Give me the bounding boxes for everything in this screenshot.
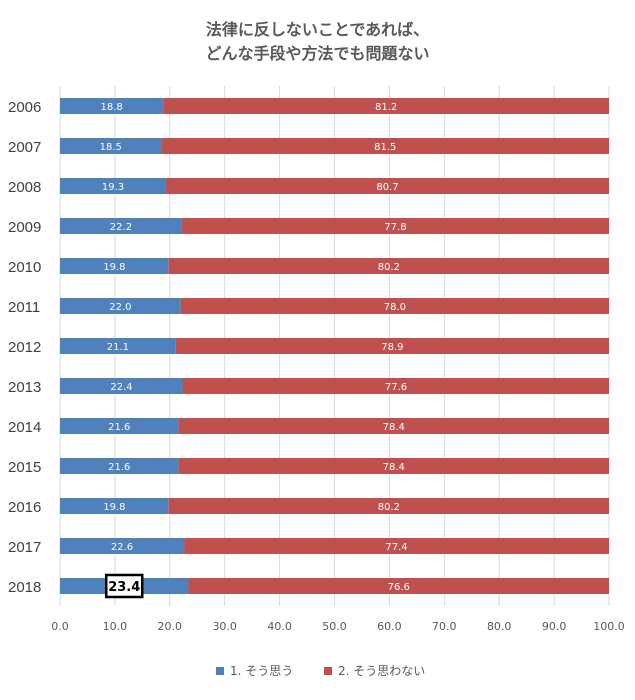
data-label-2014-series-0: 21.6 — [108, 422, 130, 433]
legend-item-yes: 1. そう思う — [216, 662, 293, 679]
category-label-2016: 2016 — [8, 499, 41, 516]
data-label-2012-series-0: 21.1 — [107, 342, 129, 353]
data-label-2015-series-0: 21.6 — [108, 462, 130, 473]
data-label-2006-series-1: 81.2 — [375, 102, 397, 113]
category-label-2007: 2007 — [8, 139, 41, 156]
x-tick-label-6: 60.0 — [377, 620, 402, 633]
data-label-2013-series-1: 77.6 — [385, 382, 407, 393]
chart-title: 法律に反しないことであれば、 どんな手段や方法でも問題ない — [0, 18, 635, 66]
data-label-2013-series-0: 22.4 — [110, 382, 132, 393]
bar-2018-series-1 — [188, 578, 609, 594]
data-label-2015-series-1: 78.4 — [383, 462, 405, 473]
x-tick-label-1: 10.0 — [103, 620, 128, 633]
x-tick-label-8: 80.0 — [487, 620, 512, 633]
category-label-2008: 2008 — [8, 179, 41, 196]
x-tick-label-0: 0.0 — [51, 620, 69, 633]
legend-label-yes: 1. そう思う — [230, 664, 294, 678]
legend-item-no: 2. そう思わない — [324, 662, 425, 679]
data-label-2018-series-1: 76.6 — [388, 582, 410, 593]
bar-2013-series-0 — [60, 378, 183, 394]
category-label-2012: 2012 — [8, 339, 41, 356]
bar-2012-series-1 — [175, 338, 610, 354]
category-label-2011: 2011 — [8, 299, 40, 316]
bar-2011-series-1 — [180, 298, 609, 314]
data-label-2006-series-0: 18.8 — [100, 102, 122, 113]
bar-2014-series-0 — [60, 418, 179, 434]
bar-2010-series-1 — [168, 258, 609, 274]
bar-2013-series-1 — [182, 378, 609, 394]
chart-title-line-2: どんな手段や方法でも問題ない — [205, 44, 430, 63]
bar-2006-series-1 — [163, 98, 609, 114]
data-label-2007-series-1: 81.5 — [374, 142, 396, 153]
bar-2015-series-1 — [178, 458, 610, 474]
category-label-2013: 2013 — [8, 379, 41, 396]
category-label-2015: 2015 — [8, 459, 41, 476]
data-label-2011-series-1: 78.0 — [384, 302, 406, 313]
x-tick-label-2: 20.0 — [158, 620, 183, 633]
chart-title-line-1: 法律に反しないことであれば、 — [205, 20, 430, 39]
x-tick-label-4: 40.0 — [267, 620, 292, 633]
bar-2007-series-0 — [60, 138, 162, 154]
category-label-2018: 2018 — [8, 579, 41, 596]
legend: 1. そう思う 2. そう思わない — [0, 662, 635, 682]
bar-2008-series-0 — [60, 178, 166, 194]
data-label-2016-series-1: 80.2 — [378, 502, 400, 513]
bar-2016-series-0 — [60, 498, 169, 514]
data-label-2010-series-1: 80.2 — [378, 262, 400, 273]
data-label-2012-series-1: 78.9 — [381, 342, 403, 353]
bar-2007-series-1 — [161, 138, 609, 154]
data-label-2009-series-1: 77.8 — [384, 222, 406, 233]
x-tick-label-5: 50.0 — [322, 620, 347, 633]
data-label-highlight-box-2018 — [104, 573, 144, 599]
data-label-2007-series-0: 18.5 — [100, 142, 122, 153]
legend-label-no: 2. そう思わない — [338, 664, 426, 678]
data-label-2017-series-1: 77.4 — [385, 542, 407, 553]
bar-2010-series-0 — [60, 258, 169, 274]
data-label-2016-series-0: 19.8 — [103, 502, 125, 513]
category-label-2009: 2009 — [8, 219, 41, 236]
data-label-2018-series-0: 23.4 — [108, 580, 140, 595]
data-label-2010-series-0: 19.8 — [103, 262, 125, 273]
data-label-2014-series-1: 78.4 — [383, 422, 405, 433]
data-label-2008-series-0: 19.3 — [102, 182, 124, 193]
category-label-2017: 2017 — [8, 539, 41, 556]
x-tick-label-10: 100.0 — [593, 620, 625, 633]
bar-2011-series-0 — [60, 298, 181, 314]
bar-2009-series-1 — [181, 218, 610, 234]
bar-2012-series-0 — [60, 338, 176, 354]
bar-2009-series-0 — [60, 218, 182, 234]
bar-2017-series-0 — [60, 538, 185, 554]
x-tick-label-7: 70.0 — [432, 620, 457, 633]
bar-2015-series-0 — [60, 458, 179, 474]
data-label-2017-series-0: 22.6 — [111, 542, 133, 553]
data-label-2009-series-0: 22.2 — [110, 222, 132, 233]
data-label-2011-series-0: 22.0 — [109, 302, 131, 313]
legend-swatch-no — [324, 666, 332, 675]
bar-2014-series-1 — [178, 418, 610, 434]
data-label-2008-series-1: 80.7 — [376, 182, 398, 193]
bar-2017-series-1 — [184, 538, 609, 554]
bar-2008-series-1 — [165, 178, 609, 194]
category-label-2014: 2014 — [8, 419, 41, 436]
category-label-2010: 2010 — [8, 259, 41, 276]
category-label-2006: 2006 — [8, 99, 41, 116]
legend-swatch-yes — [216, 666, 224, 675]
x-tick-label-9: 90.0 — [542, 620, 567, 633]
x-tick-label-3: 30.0 — [212, 620, 237, 633]
bar-2016-series-1 — [168, 498, 609, 514]
bar-2006-series-0 — [60, 98, 164, 114]
